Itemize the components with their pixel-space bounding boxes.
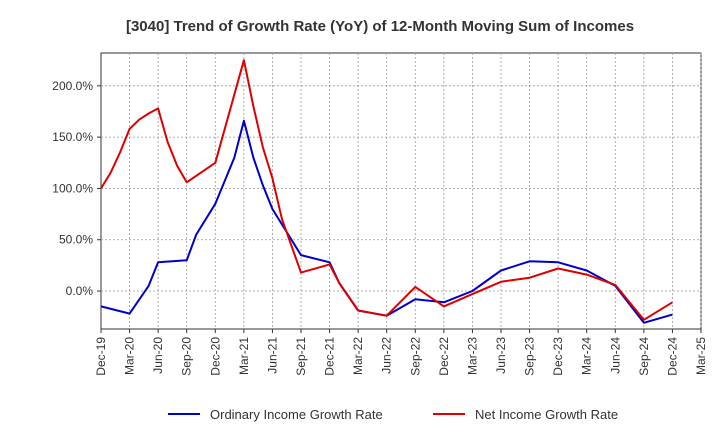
- x-tick-label: Sep-22: [408, 337, 422, 376]
- x-tick-label: Dec-22: [437, 337, 451, 376]
- y-tick-label: 50.0%: [59, 233, 93, 247]
- series-line-net-income: [100, 59, 673, 321]
- x-tick-label: Dec-21: [323, 337, 337, 376]
- chart-title: [3040] Trend of Growth Rate (YoY) of 12-…: [126, 18, 634, 35]
- x-tick-label: Mar-23: [465, 337, 479, 375]
- x-tick-label: Jun-21: [265, 337, 279, 374]
- y-axis-tick-labels: 0.0% 50.0% 100.0% 150.0% 200.0%: [52, 79, 101, 298]
- x-tick-label: Jun-22: [380, 337, 394, 374]
- y-tick-label: 0.0%: [66, 284, 94, 298]
- x-tick-label: Sep-21: [294, 337, 308, 376]
- x-tick-label: Mar-24: [580, 337, 594, 375]
- x-tick-label: Mar-20: [123, 337, 137, 375]
- legend: Ordinary Income Growth Rate Net Income Gr…: [168, 407, 618, 422]
- x-tick-label: Dec-24: [665, 337, 679, 376]
- legend-label: Net Income Growth Rate: [475, 407, 618, 422]
- grid-lines: [101, 53, 702, 329]
- x-tick-label: Dec-19: [94, 337, 108, 376]
- x-tick-label: Sep-23: [523, 337, 537, 376]
- x-tick-label: Mar-21: [237, 337, 251, 375]
- x-tick-label: Mar-25: [694, 337, 708, 375]
- plot-area: [100, 52, 702, 330]
- x-tick-label: Jun-24: [608, 337, 622, 374]
- x-tick-label: Mar-22: [351, 337, 365, 375]
- legend-label: Ordinary Income Growth Rate: [210, 407, 383, 422]
- x-tick-label: Jun-23: [494, 337, 508, 374]
- x-tick-label: Sep-24: [637, 337, 651, 376]
- series-line-ordinary-income: [100, 119, 673, 324]
- y-tick-label: 150.0%: [52, 130, 93, 144]
- x-tick-label: Sep-20: [180, 337, 194, 376]
- x-axis-tick-labels: Dec-19 Mar-20 Jun-20 Sep-20 Dec-20 Mar-21 Jun-…: [94, 329, 708, 376]
- x-tick-label: Jun-20: [151, 337, 165, 374]
- x-tick-label: Dec-23: [551, 337, 565, 376]
- y-tick-label: 100.0%: [52, 181, 93, 195]
- y-tick-label: 200.0%: [52, 79, 93, 93]
- series-lines: [100, 59, 673, 324]
- x-tick-label: Dec-20: [208, 337, 222, 376]
